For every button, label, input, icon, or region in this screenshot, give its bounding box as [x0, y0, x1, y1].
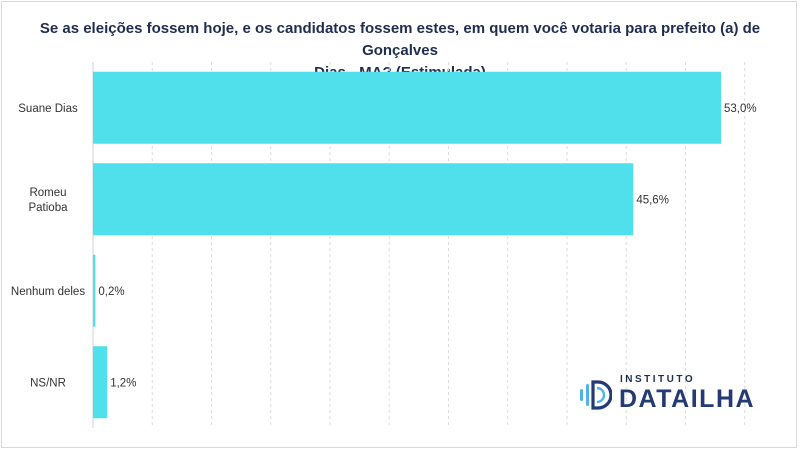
category-label: Suane Dias: [18, 103, 78, 115]
brand-logo: INSTITUTO DATAILHA: [578, 372, 768, 420]
bar: [93, 254, 96, 327]
value-label: 0,2%: [98, 286, 124, 298]
value-label: 53,0%: [724, 103, 757, 115]
datailha-logo-icon: [580, 380, 612, 410]
bar: [93, 346, 108, 419]
brand-name: DATAILHA: [619, 385, 756, 413]
bar: [93, 71, 721, 144]
category-label: Patioba: [28, 202, 68, 214]
category-label: Nenhum deles: [11, 286, 85, 298]
value-label: 45,6%: [636, 194, 669, 206]
bar: [93, 163, 634, 236]
brand-small-text: INSTITUTO: [620, 374, 696, 385]
category-label: Romeu: [29, 187, 66, 199]
category-label: NS/NR: [30, 377, 66, 389]
chart-title-line-1: Se as eleições fossem hoje, e os candida…: [39, 20, 761, 59]
value-label: 1,2%: [110, 377, 136, 389]
